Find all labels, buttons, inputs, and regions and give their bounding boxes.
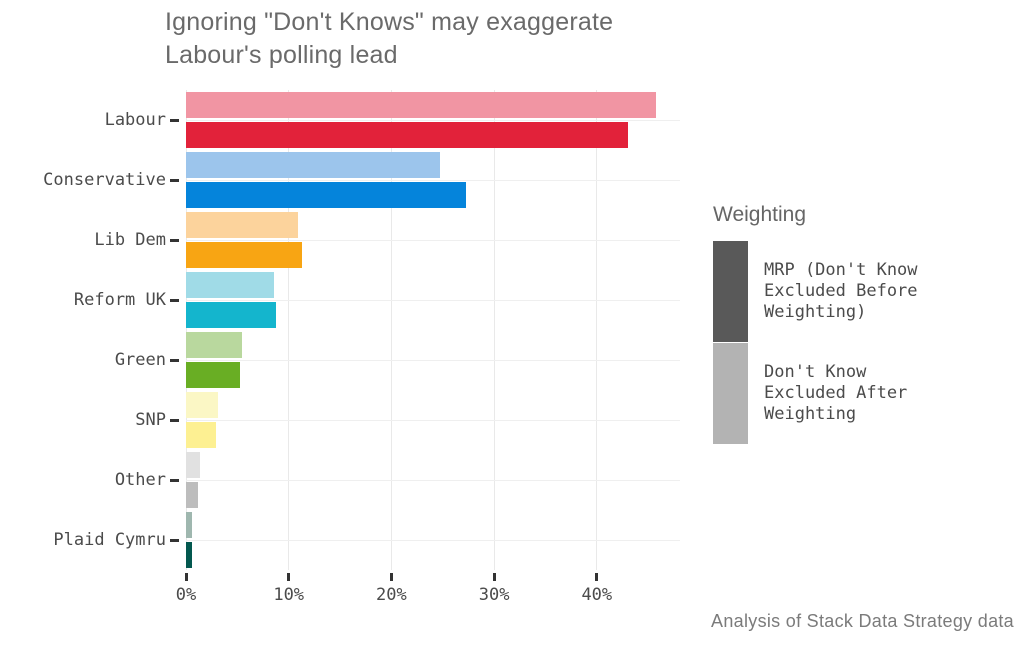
bar-mrp-before-weighting	[186, 242, 303, 268]
chart-title: Ignoring "Don't Knows" may exaggerate La…	[165, 8, 614, 69]
y-axis-tick	[170, 178, 179, 182]
y-axis-tick	[170, 238, 179, 242]
y-gridline	[186, 360, 680, 361]
legend-swatch	[713, 241, 748, 342]
bar-after-weighting	[186, 392, 218, 418]
bar-mrp-before-weighting	[186, 422, 216, 448]
bar-after-weighting	[186, 152, 440, 178]
bar-mrp-before-weighting	[186, 182, 467, 208]
x-tick-label: 40%	[581, 585, 613, 605]
bar-after-weighting	[186, 512, 193, 538]
x-axis-tick	[389, 573, 393, 581]
bar-mrp-before-weighting	[186, 122, 628, 148]
x-tick-label: 10%	[273, 585, 305, 605]
x-gridline	[288, 90, 290, 570]
bar-after-weighting	[186, 212, 298, 238]
y-gridline	[186, 180, 680, 181]
x-gridline	[493, 90, 495, 570]
legend-swatch	[713, 343, 748, 444]
category-label: Conservative	[43, 170, 166, 190]
y-gridline	[186, 240, 680, 241]
x-axis-tick	[492, 573, 496, 581]
bar-mrp-before-weighting	[186, 542, 193, 568]
x-axis-tick	[287, 573, 291, 581]
y-gridline	[186, 480, 680, 481]
x-tick-label: 30%	[478, 585, 510, 605]
y-gridline	[186, 540, 680, 541]
bar-mrp-before-weighting	[186, 362, 241, 388]
y-gridline	[186, 420, 680, 421]
y-axis-tick	[170, 418, 179, 422]
category-label: Green	[114, 350, 166, 370]
caption: Analysis of Stack Data Strategy data	[711, 611, 1014, 631]
y-axis-tick	[170, 478, 179, 482]
bar-after-weighting	[186, 92, 657, 118]
legend-item-label: MRP (Don't Know Excluded Before Weightin…	[764, 260, 918, 322]
bar-after-weighting	[186, 332, 243, 358]
y-axis-tick	[170, 298, 179, 302]
x-tick-label: 20%	[376, 585, 407, 605]
category-label: Lib Dem	[94, 230, 166, 250]
bar-after-weighting	[186, 272, 275, 298]
bar-after-weighting	[186, 452, 201, 478]
y-gridline	[186, 120, 680, 121]
legend-items: MRP (Don't Know Excluded Before Weightin…	[713, 241, 918, 444]
x-axis-tick	[184, 573, 188, 581]
x-gridline	[185, 90, 187, 570]
y-axis-tick	[170, 538, 179, 542]
category-label: Reform UK	[73, 290, 166, 310]
y-axis-tick	[170, 358, 179, 362]
x-gridline	[390, 90, 392, 570]
legend-title: Weighting	[713, 203, 807, 226]
x-tick-label: 0%	[175, 585, 197, 605]
legend-item: MRP (Don't Know Excluded Before Weightin…	[713, 241, 918, 342]
x-axis-tick	[595, 573, 599, 581]
legend-item: Don't Know Excluded After Weighting	[713, 343, 918, 444]
category-label: Other	[114, 470, 166, 490]
y-gridline	[186, 300, 680, 301]
bar-mrp-before-weighting	[186, 482, 199, 508]
legend-item-label: Don't Know Excluded After Weighting	[764, 362, 908, 424]
category-label: SNP	[135, 410, 166, 430]
legend: Weighting MRP (Don't Know Excluded Befor…	[713, 203, 918, 445]
plot-panel: 0% 10% 20% 30% 40% Labour Conservative Lib Dem R…	[43, 90, 680, 605]
x-gridline	[596, 90, 598, 570]
bar-mrp-before-weighting	[186, 302, 277, 328]
category-label: Plaid Cymru	[53, 530, 166, 550]
y-axis-tick	[170, 118, 179, 122]
category-label: Labour	[104, 110, 166, 130]
